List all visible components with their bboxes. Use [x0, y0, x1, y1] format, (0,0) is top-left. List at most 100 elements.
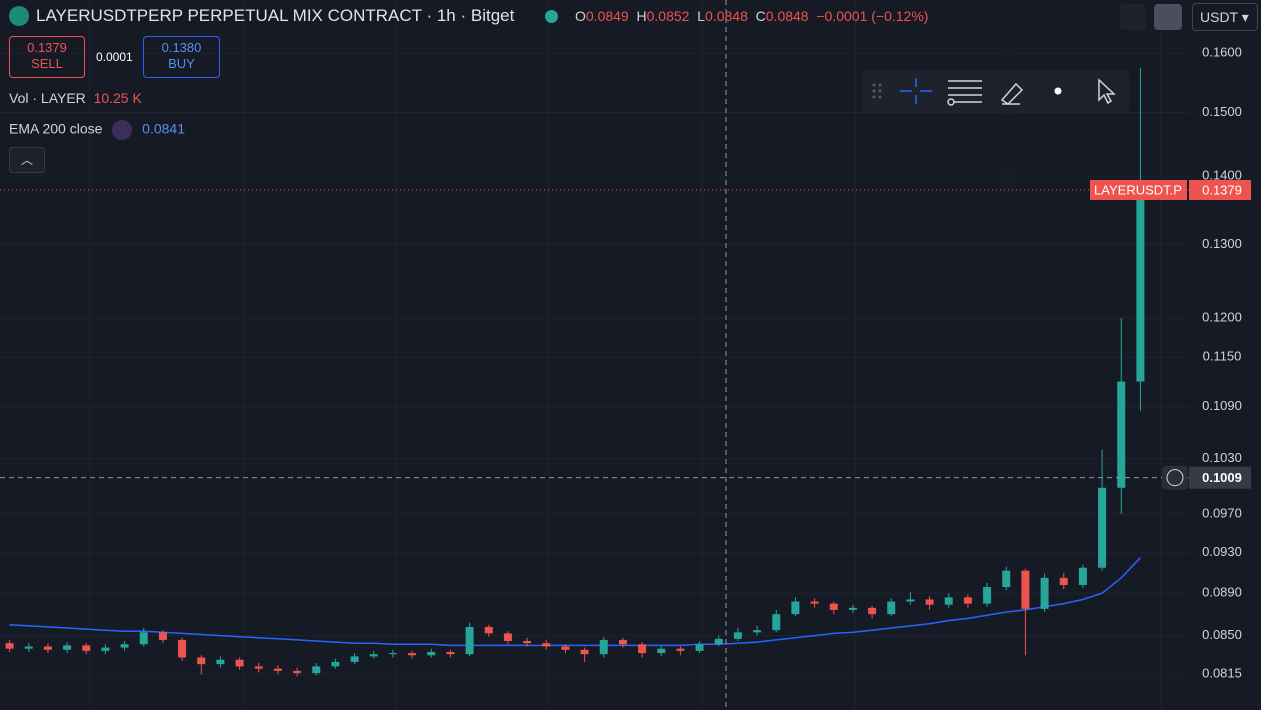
candle-body: [791, 601, 800, 615]
candle-body: [638, 644, 647, 654]
candle-body: [561, 646, 570, 650]
fullscreen-button[interactable]: [1154, 4, 1182, 30]
candle-body: [1098, 487, 1107, 568]
candle-body: [599, 639, 608, 655]
candle-body: [82, 645, 91, 651]
candle-body: [657, 648, 666, 654]
ema-value: 0.0841: [142, 120, 185, 137]
candle-body: [963, 597, 972, 604]
sell-label: SELL: [31, 56, 63, 71]
exchange-logo: [9, 6, 29, 26]
candle-body: [235, 659, 244, 667]
toolbar-icons: [872, 78, 1116, 106]
ohlc-value: 0.0849: [585, 8, 629, 24]
candle-body: [465, 626, 474, 655]
candle-body: [1040, 577, 1049, 609]
y-tick-label: 0.1600: [1202, 45, 1242, 60]
buy-button[interactable]: 0.1380 BUY: [143, 36, 220, 78]
candle-body: [944, 597, 953, 605]
sell-button[interactable]: 0.1379 SELL: [9, 36, 85, 78]
y-tick-label: 0.0890: [1202, 585, 1242, 600]
last-symbol-bg: [1090, 179, 1187, 200]
ohlc-value: 0.0848: [705, 8, 748, 24]
candle-body: [139, 632, 148, 645]
candle-body: [120, 644, 129, 648]
spread: 0.0001: [96, 50, 133, 64]
candle-body: [1002, 570, 1011, 588]
candle-body: [273, 668, 282, 671]
candle-body: [63, 645, 72, 650]
candle-body: [695, 644, 704, 651]
buy-label: BUY: [168, 56, 195, 71]
candle-body: [542, 643, 551, 647]
candle-body: [1021, 570, 1030, 609]
y-tick-label: 0.1200: [1202, 309, 1242, 324]
candle-body: [618, 639, 627, 645]
candle-body: [216, 659, 225, 665]
change: −0.0001 (−0.12%): [816, 8, 929, 24]
y-tick-label: 0.1400: [1202, 168, 1242, 183]
candle-body: [178, 639, 187, 658]
candle-body: [350, 656, 359, 662]
candle-body: [1117, 381, 1126, 488]
candle-body: [714, 638, 723, 645]
candle-body: [369, 654, 378, 657]
candle-body: [446, 651, 455, 655]
y-tick-label: 0.1030: [1202, 450, 1242, 465]
last-price-bg: [1189, 179, 1251, 200]
candle-body: [43, 646, 52, 650]
candle-body: [158, 632, 167, 640]
y-tick-label: 0.0815: [1202, 666, 1242, 681]
ema-label: EMA 200 close: [9, 120, 103, 137]
candle-body: [5, 643, 14, 649]
y-tick-label: 0.1300: [1202, 236, 1242, 251]
candle-body: [388, 653, 397, 655]
currency: USDT: [1200, 9, 1238, 25]
candle-body: [293, 670, 302, 674]
collapse-button[interactable]: ︿: [9, 147, 45, 173]
crosshair-plus-bg: [1162, 465, 1188, 490]
candle-body: [1078, 567, 1087, 585]
last-price-label: 0.1379: [1202, 182, 1242, 197]
y-tick-label: 0.1150: [1203, 349, 1242, 364]
candle-body: [733, 632, 742, 639]
y-tick-label: 0.0970: [1202, 505, 1242, 520]
y-tick-label: 0.0930: [1202, 544, 1242, 559]
buy-price: 0.1380: [161, 40, 202, 55]
status-dot: [545, 10, 558, 23]
ohlc-label: L: [697, 8, 706, 24]
candle-body: [848, 607, 857, 610]
candle-body: [772, 614, 781, 631]
candle-body: [925, 599, 934, 605]
ema-legend: EMA 200 close 0.0841: [9, 120, 185, 140]
scroll-button[interactable]: [1120, 4, 1146, 30]
candle-body: [331, 661, 340, 667]
chart-title: LAYERUSDTPERP PERPETUAL MIX CONTRACT · 1…: [36, 6, 515, 25]
candle-body: [580, 649, 589, 655]
candle-body: [427, 651, 436, 656]
ema-icon[interactable]: [112, 120, 133, 140]
candle-body: [312, 666, 321, 674]
crosshair-plus: [1166, 469, 1184, 487]
candle-body: [829, 603, 838, 610]
candle-body: [810, 601, 819, 604]
crosshair-price-label: 0.1009: [1202, 470, 1242, 485]
sell-price: 0.1379: [27, 40, 67, 55]
ohlc-value: 0.0852: [646, 8, 690, 24]
volume-value: 10.25 K: [93, 90, 142, 106]
y-tick-label: 0.1090: [1202, 398, 1242, 413]
ohlc-label: O: [575, 8, 586, 24]
candle-body: [906, 599, 915, 602]
currency-select[interactable]: USDT ▾: [1192, 3, 1258, 31]
candle-body: [101, 647, 110, 651]
ohlc-value: 0.0848: [765, 8, 809, 24]
last-symbol: LAYERUSDT.P: [1094, 182, 1182, 197]
candle-body: [254, 666, 263, 669]
candle-body: [753, 630, 762, 633]
y-tick-label: 0.0850: [1202, 627, 1242, 642]
candle-body: [484, 626, 493, 634]
ema-line: [9, 557, 1141, 647]
ohlc-label: H: [636, 8, 647, 24]
